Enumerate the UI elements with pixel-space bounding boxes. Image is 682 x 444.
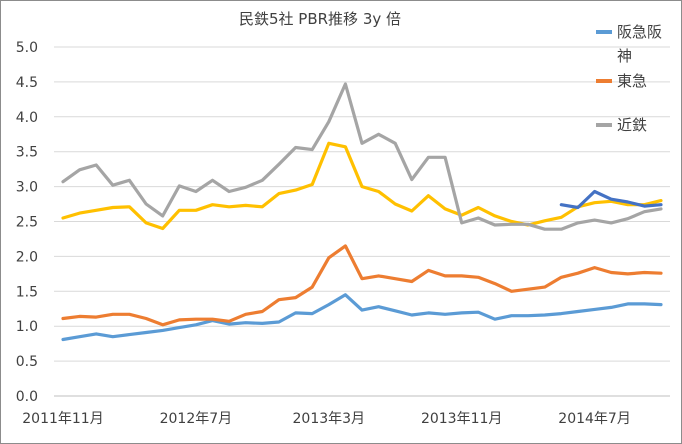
x-tick-label: 2011年11月 [22,411,103,427]
legend-label: 東急 [617,72,647,90]
y-tick-label: 1.5 [16,284,38,300]
legend-label-cont: 神 [617,47,632,65]
series-line-3 [61,82,663,231]
x-tick-label: 2013年11月 [421,411,502,427]
y-tick-label: 3.5 [16,145,38,161]
chart-title: 民鉄5社 PBR推移 3y 倍 [239,10,401,28]
y-tick-label: 2.0 [16,249,38,265]
series-line-4 [559,189,663,210]
y-tick-label: 0.5 [16,354,38,370]
y-tick-label: 1.0 [16,319,38,335]
x-axis-ticks: 2011年11月 2012年7月 2013年3月 2013年11月 2014年7月 [22,411,631,427]
x-tick-label: 2012年7月 [160,411,233,427]
x-tick-label: 2013年3月 [293,411,366,427]
series-line-0 [61,293,663,342]
x-tick-label: 2014年7月 [558,411,631,427]
series-lines [61,82,663,342]
y-tick-label: 5.0 [16,40,38,56]
series-line-1 [61,244,663,327]
legend-label: 阪急阪 [617,23,662,41]
y-tick-label: 3.0 [16,180,38,196]
y-tick-label: 0.0 [16,389,38,405]
legend-label: 近鉄 [617,116,647,134]
y-tick-label: 2.5 [16,215,38,231]
series-line-2 [61,141,663,231]
gridlines [54,46,670,397]
y-tick-label: 4.0 [16,110,38,126]
y-axis-ticks: 0.0 0.5 1.0 1.5 2.0 2.5 3.0 3.5 4.0 4.5 5.0 [16,40,38,405]
y-tick-label: 4.5 [16,75,38,91]
